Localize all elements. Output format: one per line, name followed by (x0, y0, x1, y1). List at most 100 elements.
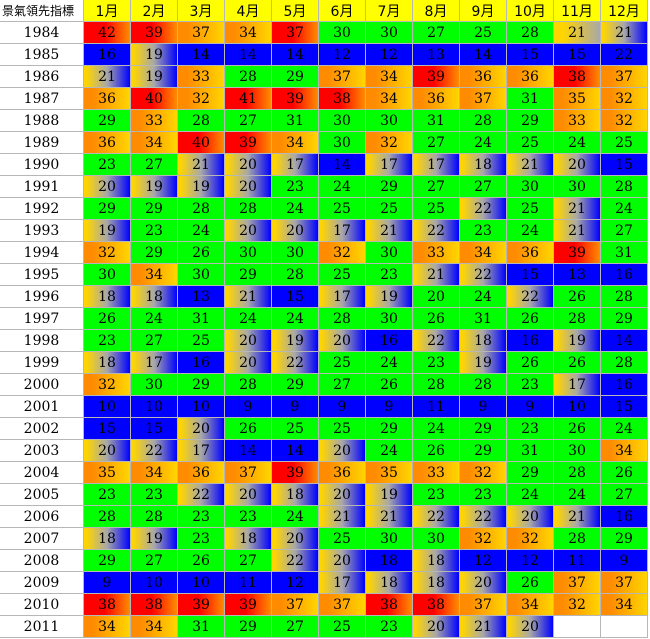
month-header[interactable]: 11月 (554, 0, 601, 22)
indicator-cell[interactable]: 20 (319, 330, 366, 352)
indicator-cell[interactable]: 30 (366, 22, 413, 44)
year-cell[interactable]: 2004 (0, 462, 84, 484)
indicator-cell[interactable]: 38 (366, 594, 413, 616)
indicator-cell[interactable]: 24 (272, 308, 319, 330)
indicator-cell[interactable]: 29 (225, 616, 272, 638)
indicator-cell[interactable]: 35 (84, 462, 131, 484)
indicator-cell[interactable]: 20 (225, 352, 272, 374)
indicator-cell[interactable]: 26 (413, 308, 460, 330)
indicator-cell[interactable]: 28 (413, 374, 460, 396)
indicator-cell[interactable]: 24 (366, 440, 413, 462)
indicator-cell[interactable]: 24 (601, 418, 648, 440)
indicator-cell[interactable]: 34 (131, 132, 178, 154)
indicator-cell[interactable]: 30 (272, 242, 319, 264)
indicator-cell[interactable]: 28 (225, 374, 272, 396)
indicator-cell[interactable]: 18 (366, 572, 413, 594)
indicator-cell[interactable]: 33 (131, 110, 178, 132)
year-cell[interactable]: 2011 (0, 616, 84, 638)
indicator-cell[interactable]: 38 (319, 88, 366, 110)
indicator-cell[interactable]: 37 (225, 462, 272, 484)
indicator-cell[interactable]: 27 (225, 550, 272, 572)
indicator-cell[interactable]: 16 (601, 506, 648, 528)
indicator-cell[interactable]: 21 (554, 22, 601, 44)
indicator-cell[interactable]: 24 (460, 132, 507, 154)
indicator-cell[interactable]: 30 (413, 528, 460, 550)
indicator-cell[interactable]: 22 (178, 484, 225, 506)
indicator-cell[interactable]: 15 (84, 418, 131, 440)
month-header[interactable]: 4月 (225, 0, 272, 22)
indicator-cell[interactable]: 23 (84, 330, 131, 352)
indicator-cell[interactable]: 37 (601, 572, 648, 594)
indicator-cell[interactable]: 14 (225, 440, 272, 462)
year-cell[interactable]: 1987 (0, 88, 84, 110)
indicator-cell[interactable]: 9 (319, 396, 366, 418)
indicator-cell[interactable]: 39 (554, 242, 601, 264)
indicator-cell[interactable]: 37 (319, 594, 366, 616)
indicator-cell[interactable]: 25 (507, 198, 554, 220)
year-cell[interactable]: 2001 (0, 396, 84, 418)
indicator-cell[interactable]: 29 (131, 242, 178, 264)
indicator-cell[interactable]: 27 (131, 550, 178, 572)
indicator-cell[interactable]: 21 (366, 220, 413, 242)
indicator-cell[interactable]: 25 (319, 616, 366, 638)
indicator-cell[interactable]: 23 (460, 220, 507, 242)
indicator-cell[interactable]: 23 (413, 352, 460, 374)
indicator-cell[interactable]: 26 (507, 352, 554, 374)
indicator-cell[interactable]: 22 (413, 220, 460, 242)
indicator-cell[interactable]: 17 (272, 154, 319, 176)
indicator-cell[interactable]: 30 (319, 22, 366, 44)
indicator-cell[interactable]: 39 (178, 594, 225, 616)
indicator-cell[interactable]: 30 (366, 308, 413, 330)
year-cell[interactable]: 1985 (0, 44, 84, 66)
indicator-cell[interactable]: 31 (178, 308, 225, 330)
indicator-cell[interactable]: 25 (178, 330, 225, 352)
indicator-cell[interactable]: 31 (413, 110, 460, 132)
indicator-cell[interactable]: 15 (554, 44, 601, 66)
indicator-cell[interactable]: 27 (272, 616, 319, 638)
indicator-cell[interactable]: 27 (131, 154, 178, 176)
indicator-cell[interactable]: 14 (272, 440, 319, 462)
indicator-cell[interactable]: 26 (225, 418, 272, 440)
indicator-cell[interactable]: 14 (225, 44, 272, 66)
indicator-cell[interactable]: 31 (178, 616, 225, 638)
month-header[interactable]: 3月 (178, 0, 225, 22)
year-cell[interactable]: 1989 (0, 132, 84, 154)
indicator-cell[interactable]: 29 (507, 110, 554, 132)
indicator-cell[interactable]: 36 (507, 66, 554, 88)
indicator-cell[interactable]: 15 (272, 286, 319, 308)
indicator-cell[interactable]: 24 (131, 308, 178, 330)
indicator-cell[interactable]: 13 (413, 44, 460, 66)
indicator-cell[interactable]: 15 (507, 264, 554, 286)
indicator-cell[interactable]: 28 (84, 506, 131, 528)
indicator-cell[interactable]: 27 (601, 484, 648, 506)
indicator-cell[interactable]: 26 (554, 286, 601, 308)
indicator-cell[interactable]: 37 (272, 594, 319, 616)
indicator-cell[interactable]: 14 (178, 44, 225, 66)
indicator-cell[interactable]: 31 (507, 88, 554, 110)
month-header[interactable]: 2月 (131, 0, 178, 22)
indicator-cell[interactable]: 34 (601, 594, 648, 616)
indicator-cell[interactable]: 9 (507, 396, 554, 418)
indicator-cell[interactable]: 28 (272, 264, 319, 286)
indicator-cell[interactable]: 24 (601, 198, 648, 220)
indicator-cell[interactable]: 29 (366, 176, 413, 198)
indicator-cell[interactable]: 30 (84, 264, 131, 286)
month-header[interactable]: 1月 (84, 0, 131, 22)
indicator-cell[interactable]: 15 (131, 418, 178, 440)
indicator-cell[interactable]: 18 (131, 286, 178, 308)
month-header[interactable]: 7月 (366, 0, 413, 22)
indicator-cell[interactable]: 25 (319, 352, 366, 374)
indicator-cell[interactable]: 29 (366, 418, 413, 440)
indicator-cell[interactable]: 29 (601, 308, 648, 330)
indicator-cell[interactable]: 20 (507, 506, 554, 528)
indicator-cell[interactable]: 36 (84, 132, 131, 154)
year-cell[interactable]: 1996 (0, 286, 84, 308)
indicator-cell[interactable]: 22 (460, 198, 507, 220)
month-header[interactable]: 6月 (319, 0, 366, 22)
header-title-cell[interactable]: 景氣領先指標 (0, 0, 84, 22)
indicator-cell[interactable]: 25 (319, 418, 366, 440)
indicator-cell[interactable]: 28 (554, 528, 601, 550)
indicator-cell[interactable]: 32 (366, 132, 413, 154)
indicator-cell[interactable]: 28 (601, 286, 648, 308)
indicator-cell[interactable]: 28 (601, 352, 648, 374)
